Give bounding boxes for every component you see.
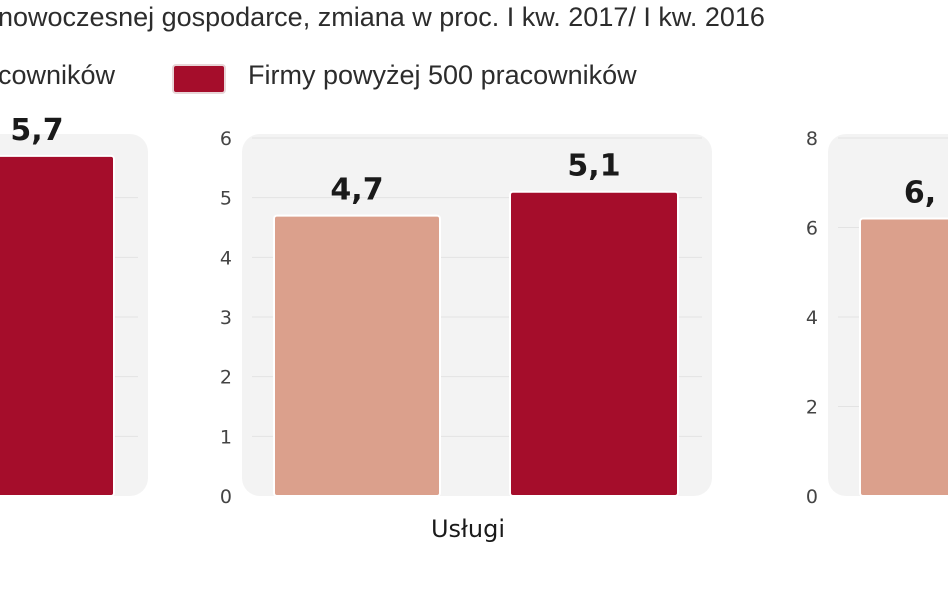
category-label: Usługi [431,515,505,543]
y-tick-label: 5 [220,188,232,210]
bar-value-label: 5,7 [10,113,63,148]
y-tick-label: 4 [806,307,818,329]
bar [859,217,948,497]
y-tick-label: 8 [806,128,818,150]
bar-value-label: 5,1 [567,149,620,184]
y-tick-label: 1 [220,426,232,448]
y-tick-label: 0 [806,486,818,508]
y-tick-label: 2 [220,367,232,389]
legend-swatch-large-firms [172,64,226,94]
y-tick-label: 4 [220,247,232,269]
y-tick-label: 3 [220,307,232,329]
y-tick-label: 6 [806,218,818,240]
legend-label-small-firms: cowników [0,60,116,90]
y-tick-label: 2 [806,397,818,419]
bar [0,154,115,497]
bar-value-label: 4,7 [330,173,383,208]
legend-label-large-firms: Firmy powyżej 500 pracowników [248,60,637,90]
bar [509,190,679,497]
chart-title: nowoczesnej gospodarce, zmiana w proc. I… [0,2,765,32]
bar [273,214,441,497]
y-tick-label: 0 [220,486,232,508]
y-tick-label: 6 [220,128,232,150]
bar-value-label: 6, [904,176,936,211]
